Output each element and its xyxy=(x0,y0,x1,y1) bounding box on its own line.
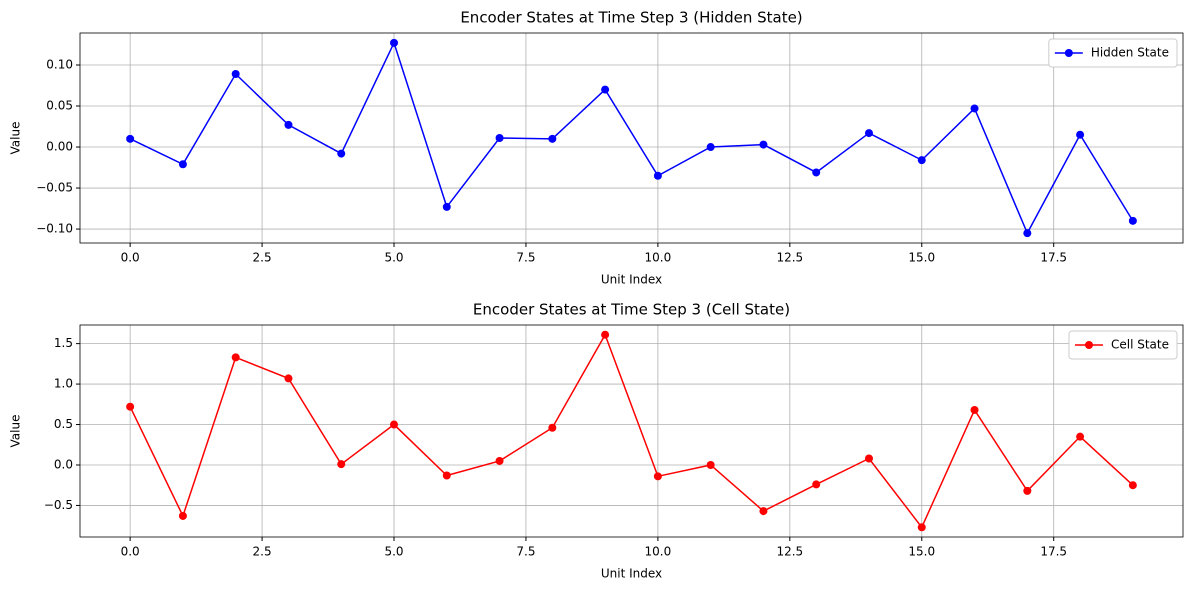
x-tick-label: 7.5 xyxy=(516,251,535,265)
data-point xyxy=(601,85,610,94)
data-point xyxy=(390,420,399,429)
legend-box xyxy=(1068,330,1178,360)
x-tick-label: 0.0 xyxy=(121,251,140,265)
data-point xyxy=(231,353,240,362)
y-axis-label: Value xyxy=(9,122,23,155)
data-point xyxy=(495,134,504,142)
x-tick-label: 2.5 xyxy=(253,251,272,265)
chart-title: Encoder States at Time Step 3 (Cell Stat… xyxy=(473,301,790,319)
legend: Cell State xyxy=(1068,330,1178,360)
x-tick-label: 10.0 xyxy=(645,545,672,559)
legend-box xyxy=(1048,38,1178,68)
data-point xyxy=(442,471,451,480)
x-tick-label: 17.5 xyxy=(1040,545,1067,559)
data-point xyxy=(1023,486,1032,495)
series-line xyxy=(129,40,1134,235)
data-point xyxy=(337,460,346,469)
x-tick-label: 5.0 xyxy=(384,545,403,559)
y-tick-label: 0.00 xyxy=(46,140,73,154)
data-point xyxy=(1128,216,1137,225)
data-point xyxy=(284,374,293,383)
data-point xyxy=(231,70,240,79)
data-point xyxy=(178,511,187,520)
data-point xyxy=(653,171,662,180)
legend-marker xyxy=(1084,341,1093,349)
y-tick-label: 0.0 xyxy=(54,457,73,471)
y-tick-label: 1.5 xyxy=(54,336,73,350)
x-axis-label: Unit Index xyxy=(601,567,662,581)
x-tick-label: 7.5 xyxy=(516,545,535,559)
data-point xyxy=(706,460,715,469)
data-point xyxy=(917,523,926,532)
data-point xyxy=(178,160,187,169)
data-point xyxy=(759,140,768,149)
x-tick-label: 2.5 xyxy=(253,545,272,559)
data-point xyxy=(653,472,662,481)
data-point xyxy=(390,38,399,47)
data-point xyxy=(1076,130,1085,139)
y-tick-label: −0.10 xyxy=(36,222,73,236)
data-point xyxy=(706,143,715,152)
x-tick-label: 15.0 xyxy=(908,545,935,559)
data-point xyxy=(442,202,451,211)
data-point xyxy=(970,405,979,414)
data-point xyxy=(1023,229,1032,238)
data-point xyxy=(1076,432,1085,441)
data-point xyxy=(495,456,504,465)
y-tick-label: 0.10 xyxy=(46,57,73,71)
data-point xyxy=(284,120,293,129)
legend-marker xyxy=(1064,49,1073,57)
x-tick-label: 15.0 xyxy=(908,251,935,265)
data-point xyxy=(917,156,926,165)
data-point xyxy=(126,402,135,411)
x-axis-label: Unit Index xyxy=(601,273,662,287)
legend-label: Cell State xyxy=(1111,338,1169,352)
y-tick-label: 0.05 xyxy=(46,99,73,113)
data-point xyxy=(548,423,557,432)
data-point xyxy=(864,454,873,463)
y-axis-label: Value xyxy=(9,415,23,448)
data-point xyxy=(1128,481,1137,490)
data-point xyxy=(601,330,610,339)
x-tick-label: 10.0 xyxy=(645,251,672,265)
y-tick-label: −0.5 xyxy=(44,498,73,512)
x-tick-label: 12.5 xyxy=(776,545,803,559)
series-line xyxy=(129,332,1134,529)
plot-frame xyxy=(79,32,1184,244)
chart-title: Encoder States at Time Step 3 (Hidden St… xyxy=(460,9,802,27)
data-point xyxy=(864,129,873,138)
data-point xyxy=(126,134,135,143)
x-tick-label: 0.0 xyxy=(121,545,140,559)
data-point xyxy=(970,104,979,113)
x-tick-label: 12.5 xyxy=(776,251,803,265)
legend-label: Hidden State xyxy=(1091,46,1169,60)
subplot: Encoder States at Time Step 3 (Hidden St… xyxy=(9,9,1184,287)
y-tick-label: 0.5 xyxy=(54,417,73,431)
data-point xyxy=(812,168,821,177)
data-point xyxy=(812,480,821,489)
subplot: Encoder States at Time Step 3 (Cell Stat… xyxy=(9,301,1184,581)
y-tick-label: −0.05 xyxy=(36,181,73,195)
legend: Hidden State xyxy=(1048,38,1178,68)
data-point xyxy=(759,507,768,516)
data-point xyxy=(548,134,557,143)
data-point xyxy=(337,149,346,158)
x-tick-label: 17.5 xyxy=(1040,251,1067,265)
plot-frame xyxy=(79,324,1184,538)
x-tick-label: 5.0 xyxy=(384,251,403,265)
y-tick-label: 1.0 xyxy=(54,377,73,391)
